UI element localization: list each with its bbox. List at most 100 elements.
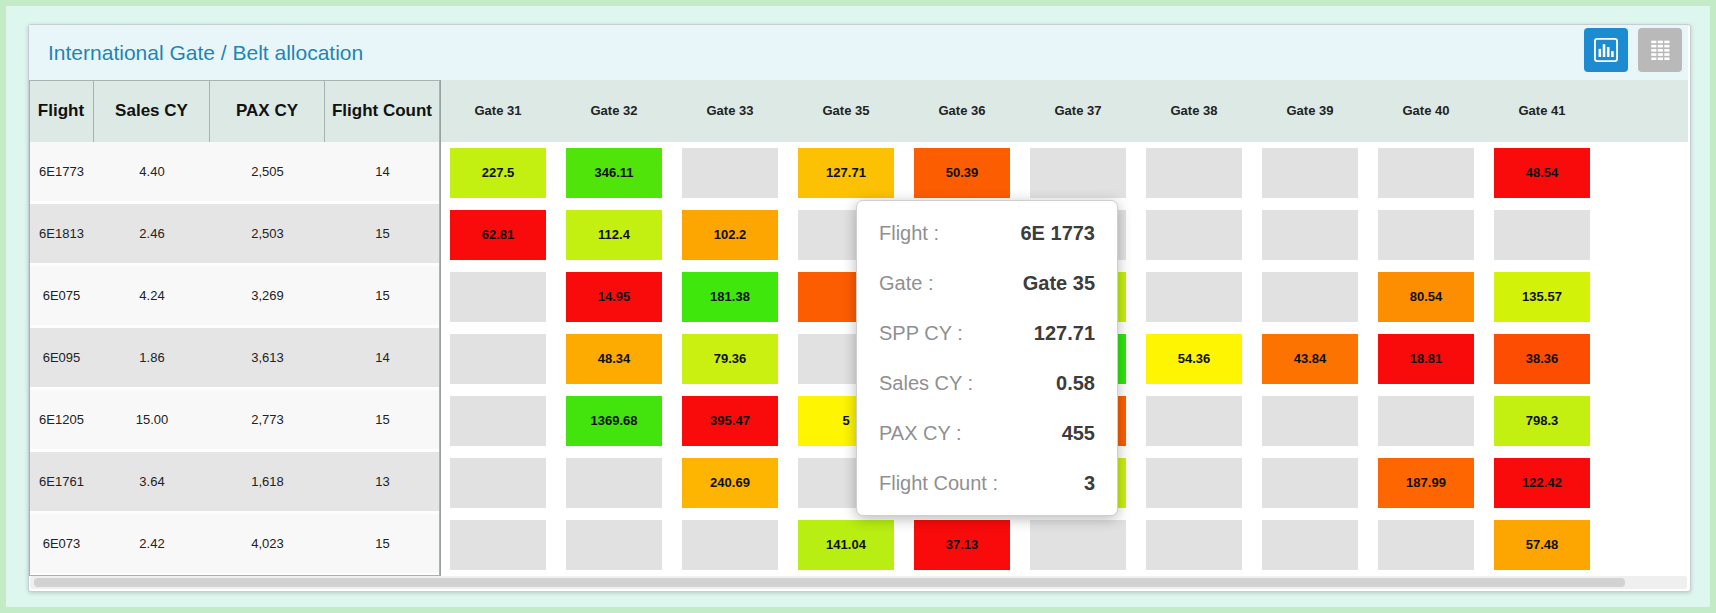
heatmap-cell: [1146, 396, 1242, 446]
table-row: 6E17734.402,50514227.5346.11127.7150.394…: [0, 142, 1716, 204]
heatmap-cell[interactable]: 240.69: [682, 458, 778, 508]
heatmap-cell: [1262, 520, 1358, 570]
heatmap-cell[interactable]: 80.54: [1378, 272, 1474, 322]
heatmap-cell[interactable]: 57.48: [1494, 520, 1590, 570]
pax-cy-cell: 2,503: [210, 204, 326, 266]
flight-cell: 6E1813: [29, 204, 95, 266]
gate-column-header: Gate 38: [1136, 80, 1252, 142]
page-title: International Gate / Belt allocation: [48, 25, 363, 81]
heatmap-cell[interactable]: 141.04: [798, 520, 894, 570]
grid-view-button[interactable]: [1638, 28, 1682, 72]
heatmap-cell: [450, 458, 546, 508]
heatmap-tooltip: Flight : 6E 1773 Gate :Gate 35 SPP CY : 127.…: [856, 200, 1118, 516]
heatmap-cell: [1262, 396, 1358, 446]
heatmap-cell: [1378, 210, 1474, 260]
heatmap-cell: [1262, 210, 1358, 260]
heatmap-cell: [1146, 148, 1242, 198]
heatmap-cell: [1146, 520, 1242, 570]
sales-cy-cell: 1.86: [94, 328, 211, 390]
gate-column-header: Gate 36: [904, 80, 1020, 142]
heatmap-cell: [450, 334, 546, 384]
heatmap-cell[interactable]: 798.3: [1494, 396, 1590, 446]
pax-cy-cell: 3,613: [210, 328, 326, 390]
gate-column-header: Gate 40: [1368, 80, 1484, 142]
heatmap-cell[interactable]: 135.57: [1494, 272, 1590, 322]
sales-cy-cell: 4.40: [94, 142, 211, 204]
gate-column-header: Gate 41: [1484, 80, 1600, 142]
heatmap-cell: [1030, 148, 1126, 198]
heatmap-cell: [1030, 520, 1126, 570]
heatmap-cell: [450, 272, 546, 322]
gate-column-header: Gate 37: [1020, 80, 1136, 142]
heatmap-cell[interactable]: 127.71: [798, 148, 894, 198]
heatmap-cell[interactable]: 54.36: [1146, 334, 1242, 384]
heatmap-cell: [566, 458, 662, 508]
tooltip-value: 127.71: [1034, 321, 1095, 345]
heatmap-cell[interactable]: 48.54: [1494, 148, 1590, 198]
heatmap-cell[interactable]: 395.47: [682, 396, 778, 446]
heatmap-cell: [1378, 148, 1474, 198]
pax-cy-cell: 4,023: [210, 514, 326, 576]
heatmap-cell[interactable]: 227.5: [450, 148, 546, 198]
flight-count-cell: 13: [325, 452, 441, 514]
sales-cy-cell: 15.00: [94, 390, 211, 452]
heatmap-cell: [1146, 458, 1242, 508]
heatmap-cell: [682, 520, 778, 570]
flight-cell: 6E1773: [29, 142, 95, 204]
heatmap-cell[interactable]: 112.4: [566, 210, 662, 260]
sales-cy-cell: 4.24: [94, 266, 211, 328]
tooltip-label: Flight :: [879, 221, 939, 245]
heatmap-cell[interactable]: 18.81: [1378, 334, 1474, 384]
column-header-flight: Flight: [29, 80, 94, 142]
heatmap-cell[interactable]: 37.13: [914, 520, 1010, 570]
heatmap-cell[interactable]: 38.36: [1494, 334, 1590, 384]
column-header-flight_count: Flight Count: [325, 80, 440, 142]
heatmap-cell[interactable]: 1369.68: [566, 396, 662, 446]
heatmap-cell[interactable]: 48.34: [566, 334, 662, 384]
heatmap-cell[interactable]: 102.2: [682, 210, 778, 260]
heatmap-cell: [1262, 272, 1358, 322]
heatmap-cell[interactable]: 14.95: [566, 272, 662, 322]
flight-cell: 6E095: [29, 328, 95, 390]
gate-column-header: Gate 32: [556, 80, 672, 142]
column-header-pax_cy: PAX CY: [210, 80, 325, 142]
heatmap-cell: [566, 520, 662, 570]
heatmap-cell: [1494, 210, 1590, 260]
gate-column-header: Gate 39: [1252, 80, 1368, 142]
flight-count-cell: 15: [325, 204, 441, 266]
horizontal-scrollbar-thumb[interactable]: [34, 578, 1625, 587]
heatmap-cell[interactable]: 122.42: [1494, 458, 1590, 508]
flight-count-cell: 15: [325, 514, 441, 576]
heatmap-cell[interactable]: 181.38: [682, 272, 778, 322]
flight-count-cell: 15: [325, 390, 441, 452]
pax-cy-cell: 3,269: [210, 266, 326, 328]
flight-cell: 6E075: [29, 266, 95, 328]
tooltip-value: 6E 1773: [1020, 221, 1095, 245]
flight-count-cell: 14: [325, 328, 441, 390]
heatmap-cell[interactable]: 43.84: [1262, 334, 1358, 384]
heatmap-cell: [1378, 520, 1474, 570]
heatmap-cell: [682, 148, 778, 198]
heatmap-cell: [1146, 210, 1242, 260]
tooltip-label: Flight Count :: [879, 471, 998, 495]
table-divider-line: [440, 80, 441, 576]
heatmap-cell[interactable]: 346.11: [566, 148, 662, 198]
flight-cell: 6E1761: [29, 452, 95, 514]
gate-column-header: Gate 31: [440, 80, 556, 142]
heatmap-cell[interactable]: 79.36: [682, 334, 778, 384]
heatmap-cell[interactable]: 187.99: [1378, 458, 1474, 508]
flight-cell: 6E073: [29, 514, 95, 576]
pax-cy-cell: 1,618: [210, 452, 326, 514]
tooltip-label: Sales CY :: [879, 371, 973, 395]
tooltip-label: SPP CY :: [879, 321, 963, 345]
heatmap-cell[interactable]: 50.39: [914, 148, 1010, 198]
column-header-sales_cy: Sales CY: [94, 80, 210, 142]
tooltip-value: 0.58: [1056, 371, 1095, 395]
tooltip-row: Gate :Gate 35: [879, 271, 1095, 295]
tooltip-row: SPP CY : 127.71: [879, 321, 1095, 345]
tooltip-label: Gate :: [879, 271, 933, 295]
heatmap-cell[interactable]: 62.81: [450, 210, 546, 260]
horizontal-scrollbar[interactable]: [30, 576, 1687, 589]
chart-view-button[interactable]: [1584, 28, 1628, 72]
tooltip-row: PAX CY :455: [879, 421, 1095, 445]
